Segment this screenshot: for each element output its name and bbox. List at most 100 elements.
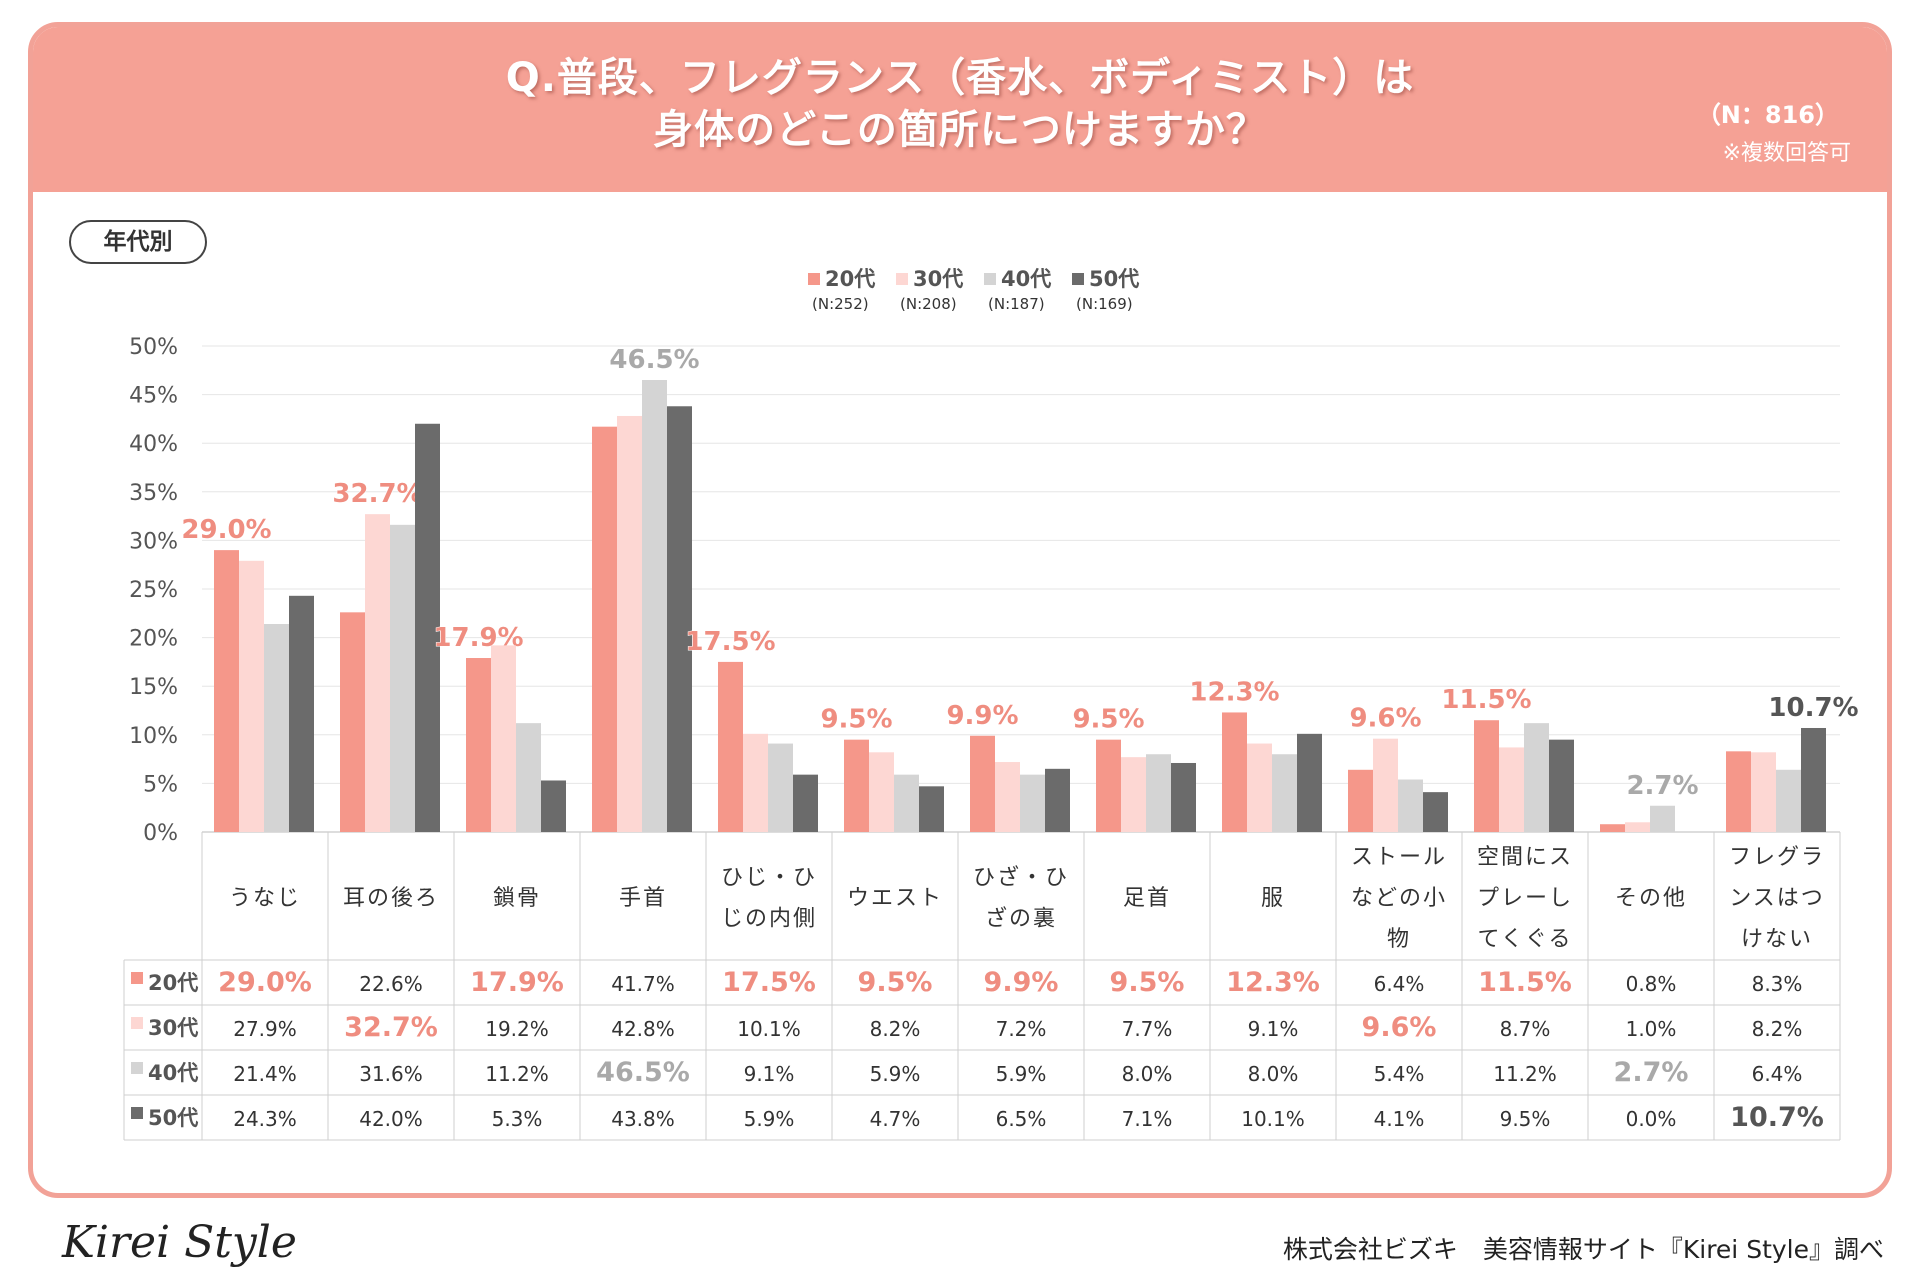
table-cell-value: 9.1% — [1248, 1017, 1299, 1041]
category-label: 鎖骨 — [493, 886, 541, 911]
bar-20s — [718, 661, 743, 832]
row-series-label: 20代 — [148, 971, 198, 995]
bar-data-label: 11.5% — [1441, 685, 1531, 715]
table-cell-value: 0.0% — [1626, 1107, 1677, 1131]
bar-20s — [844, 739, 869, 832]
category-label: 物 — [1387, 927, 1411, 952]
y-tick-label: 20% — [129, 627, 178, 652]
y-tick-label: 45% — [129, 384, 178, 409]
row-legend-swatch — [131, 1017, 143, 1029]
legend-sample-size: (N:169) — [1076, 295, 1133, 313]
bar-30s — [365, 514, 390, 832]
table-cell-value: 7.1% — [1122, 1107, 1173, 1131]
table-cell-value: 24.3% — [233, 1107, 297, 1131]
row-series-label: 40代 — [148, 1061, 198, 1085]
bar-30s — [1373, 738, 1398, 832]
table-cell-value: 6.5% — [996, 1107, 1047, 1131]
bar-data-label: 9.5% — [1072, 705, 1144, 735]
multiple-answer-note: ※複数回答可 — [1722, 141, 1851, 166]
source-credit: 株式会社ビズキ 美容情報サイト『Kirei Style』調べ — [1282, 1235, 1884, 1264]
bar-50s — [1801, 727, 1826, 832]
bar-50s — [919, 786, 944, 832]
category-label: などの小 — [1351, 886, 1447, 911]
bar-50s — [541, 780, 566, 832]
bar-40s — [768, 743, 793, 832]
category-label: その他 — [1615, 886, 1687, 911]
legend-swatch — [984, 273, 996, 285]
row-legend-swatch — [131, 1062, 143, 1074]
table-cell-value: 42.8% — [611, 1017, 675, 1041]
bar-50s — [1297, 733, 1322, 832]
bar-20s — [592, 426, 617, 832]
table-cell-value: 29.0% — [218, 967, 312, 998]
y-tick-label: 40% — [129, 432, 178, 457]
bar-30s — [1625, 822, 1650, 832]
brand-logo: Kirei Style — [62, 1217, 297, 1268]
bar-30s — [239, 560, 264, 832]
row-legend-swatch — [131, 972, 143, 984]
category-label: けない — [1741, 927, 1813, 952]
bar-40s — [264, 623, 289, 832]
category-label: 耳の後ろ — [343, 886, 439, 911]
bar-30s — [1247, 743, 1272, 832]
table-cell-value: 4.1% — [1374, 1107, 1425, 1131]
bar-30s — [995, 762, 1020, 832]
bar-50s — [793, 774, 818, 832]
bar-50s — [415, 423, 440, 832]
table-cell-value: 11.2% — [485, 1062, 549, 1086]
age-group-badge: 年代別 — [69, 220, 207, 264]
y-tick-label: 0% — [143, 821, 178, 846]
table-cell-value: 9.9% — [984, 967, 1059, 998]
bar-40s — [1524, 723, 1549, 832]
bar-50s — [1171, 762, 1196, 832]
table-cell-value: 5.4% — [1374, 1062, 1425, 1086]
legend-swatch — [808, 273, 820, 285]
table-cell-value: 11.2% — [1493, 1062, 1557, 1086]
table-cell-value: 8.3% — [1752, 972, 1803, 996]
bar-20s — [466, 658, 491, 832]
table-cell-value: 17.9% — [470, 967, 564, 998]
legend-sample-size: (N:187) — [988, 295, 1045, 313]
category-label: ウエスト — [847, 886, 943, 911]
category-label: 手首 — [619, 886, 667, 911]
bar-20s — [1600, 824, 1625, 832]
legend-sample-size: (N:252) — [812, 295, 869, 313]
category-label: うなじ — [229, 886, 301, 911]
bar-20s — [214, 550, 239, 832]
table-cell-value: 0.8% — [1626, 972, 1677, 996]
category-label: ストール — [1351, 845, 1447, 870]
table-cell-value: 11.5% — [1478, 967, 1572, 998]
bar-50s — [1423, 792, 1448, 832]
bar-30s — [1121, 757, 1146, 832]
table-cell-value: 5.9% — [996, 1062, 1047, 1086]
bar-20s — [340, 612, 365, 832]
table-cell-value: 42.0% — [359, 1107, 423, 1131]
table-cell-value: 12.3% — [1226, 967, 1320, 998]
table-cell-value: 8.0% — [1122, 1062, 1173, 1086]
bar-40s — [1398, 779, 1423, 832]
title-line-1: Q.普段、フレグランス（香水、ボディミスト）は — [505, 55, 1415, 101]
table-cell-value: 27.9% — [233, 1017, 297, 1041]
row-series-label: 30代 — [148, 1016, 198, 1040]
y-tick-label: 15% — [129, 675, 178, 700]
row-series-label: 50代 — [148, 1106, 198, 1130]
table-cell-value: 32.7% — [344, 1012, 438, 1043]
bar-data-label: 29.0% — [181, 515, 271, 545]
table-cell-value: 9.5% — [858, 967, 933, 998]
legend-swatch — [1072, 273, 1084, 285]
table-cell-value: 17.5% — [722, 967, 816, 998]
chart-title: Q.普段、フレグランス（香水、ボディミスト）は 身体のどこの箇所につけますか？ — [33, 52, 1887, 156]
bar-50s — [1045, 768, 1070, 832]
survey-card: Q.普段、フレグランス（香水、ボディミスト）は 身体のどこの箇所につけますか？ … — [28, 22, 1892, 1198]
table-cell-value: 46.5% — [596, 1057, 690, 1088]
table-cell-value: 21.4% — [233, 1062, 297, 1086]
legend-swatch — [896, 273, 908, 285]
table-cell-value: 5.3% — [492, 1107, 543, 1131]
bar-40s — [1776, 769, 1801, 832]
table-cell-value: 10.1% — [1241, 1107, 1305, 1131]
table-cell-value: 7.2% — [996, 1017, 1047, 1041]
category-label: 足首 — [1123, 886, 1171, 911]
legend-label: 30代 — [913, 267, 964, 291]
bar-40s — [1650, 805, 1675, 832]
